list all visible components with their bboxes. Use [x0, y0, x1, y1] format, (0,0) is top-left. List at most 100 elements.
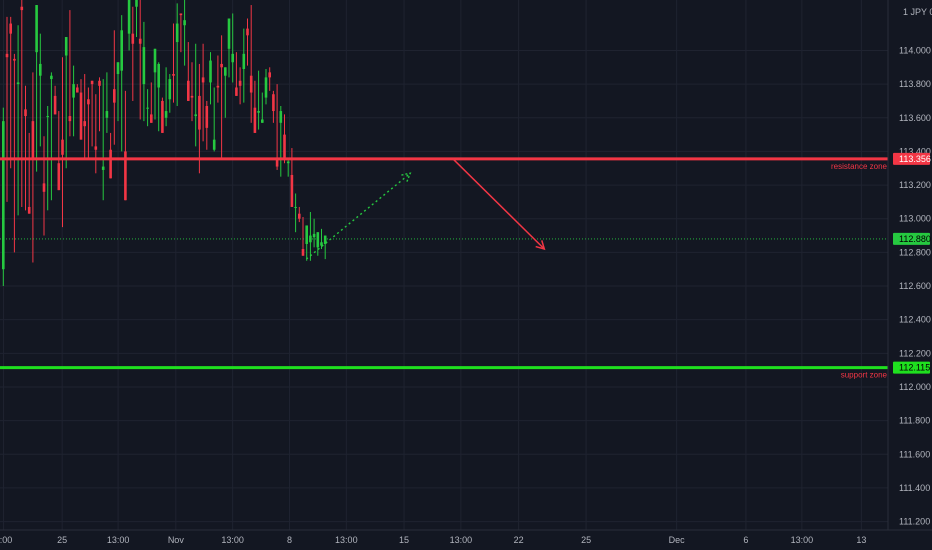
- time-tick-label: 8: [287, 535, 292, 545]
- price-axis[interactable]: 1 JPY 0 114.000113.800113.600113.400113.…: [887, 0, 932, 530]
- candle-body: [157, 63, 160, 88]
- candle-body: [35, 5, 38, 53]
- candle-body: [127, 0, 131, 34]
- candle-body: [53, 95, 57, 115]
- price-tick-label: 112.800: [899, 247, 931, 257]
- resistance-price-tag: 113.356: [893, 152, 931, 165]
- candle-body: [290, 174, 294, 207]
- candle-body: [264, 77, 268, 98]
- candle-body: [175, 23, 179, 43]
- candle-body: [61, 139, 64, 155]
- candle-body: [198, 95, 201, 130]
- time-tick-label: 25: [57, 535, 67, 545]
- candle-body: [5, 53, 9, 58]
- time-tick-label: Nov: [168, 535, 185, 545]
- candle-body: [116, 62, 120, 75]
- candle-body: [64, 37, 68, 56]
- candle-body: [113, 89, 116, 103]
- current-price-tag-text: 112.880: [899, 234, 931, 244]
- candle-body: [268, 72, 271, 78]
- candle-body: [68, 116, 72, 122]
- price-tick-label: 112.200: [899, 348, 931, 358]
- time-axis[interactable]: 3:00 25 13:00 Nov 13:00 8 13:00 15 13:00 22 25 Dec 6…: [0, 529, 932, 550]
- price-tick-label: 113.600: [899, 113, 931, 123]
- time-tick-label: 13:00: [791, 535, 814, 545]
- time-tick-label: Dec: [669, 535, 686, 545]
- candle-body: [90, 80, 94, 85]
- candle-body: [212, 139, 216, 150]
- candle-body: [275, 158, 279, 167]
- candle-body: [46, 116, 49, 118]
- candle-body: [150, 114, 153, 123]
- candle-body: [16, 82, 20, 85]
- candle-body: [224, 67, 227, 76]
- resistance-price-tag-text: 113.356: [899, 154, 931, 164]
- resistance-zone[interactable]: resistance zone: [0, 157, 888, 171]
- candle-body: [9, 23, 12, 34]
- support-zone[interactable]: support zone: [0, 366, 888, 380]
- candle-body: [27, 206, 31, 214]
- candle-body: [305, 225, 308, 244]
- time-tick-label: 13: [856, 535, 866, 545]
- candle-body: [227, 18, 231, 49]
- candle-body: [294, 206, 297, 208]
- projection-up-arrow[interactable]: [305, 172, 412, 260]
- projection-down-line[interactable]: [452, 158, 545, 250]
- price-tick-label: 113.400: [899, 146, 931, 156]
- candle-body: [50, 75, 53, 80]
- candle-body: [124, 151, 127, 201]
- candle-body: [187, 80, 190, 101]
- candle-body: [153, 48, 157, 73]
- projection-down-arrow[interactable]: [452, 158, 546, 251]
- candle-body: [172, 74, 175, 76]
- candle-body: [168, 79, 172, 100]
- candle-body: [31, 121, 35, 159]
- candle-body: [272, 94, 275, 112]
- candle-body: [238, 80, 242, 86]
- candle-body: [131, 33, 135, 44]
- price-tick-label: 113.800: [899, 79, 931, 89]
- candle-body: [320, 242, 323, 246]
- candle-body: [216, 85, 220, 88]
- candle-body: [57, 163, 61, 191]
- price-tick-label: 111.200: [899, 517, 930, 527]
- candle-body: [209, 60, 212, 83]
- candle-body: [257, 111, 260, 113]
- candle-body: [2, 121, 5, 270]
- candle-body: [231, 53, 234, 63]
- candle-body: [146, 107, 149, 109]
- candle-body: [79, 92, 83, 140]
- time-tick-label: 13:00: [107, 535, 130, 545]
- symbol-label: 1 JPY 0: [903, 7, 932, 17]
- candle-body: [279, 111, 283, 123]
- candlestick-series: [2, 0, 327, 287]
- price-axis-background: [888, 0, 932, 530]
- projection-down-arrowhead: [535, 240, 546, 251]
- time-tick-label: 22: [514, 535, 524, 545]
- candle-body: [220, 63, 223, 68]
- time-tick-label: 13:00: [221, 535, 244, 545]
- candle-body: [312, 233, 316, 238]
- candle-body: [72, 84, 75, 98]
- candle-body: [94, 146, 98, 150]
- candle-body: [161, 100, 164, 133]
- candle-body: [164, 111, 168, 118]
- time-axis-ticks: 3:00 25 13:00 Nov 13:00 8 13:00 15 13:00 22 25 Dec 6…: [0, 535, 866, 545]
- candle-body: [301, 249, 305, 256]
- candle-body: [135, 0, 138, 7]
- candle-body: [298, 213, 301, 219]
- candle-body: [87, 99, 90, 105]
- candle-body: [309, 235, 312, 243]
- price-tick-label: 111.800: [899, 416, 930, 426]
- candle-body: [142, 47, 146, 85]
- time-tick-label: 3:00: [0, 535, 12, 545]
- time-axis-background: [0, 530, 932, 550]
- candle-body: [105, 111, 109, 118]
- time-tick-label: 25: [581, 535, 591, 545]
- time-tick-label: 15: [399, 535, 409, 545]
- candle-body: [261, 119, 264, 123]
- candle-body: [316, 232, 320, 248]
- price-tick-label: 111.400: [899, 483, 930, 493]
- candle-body: [20, 6, 24, 11]
